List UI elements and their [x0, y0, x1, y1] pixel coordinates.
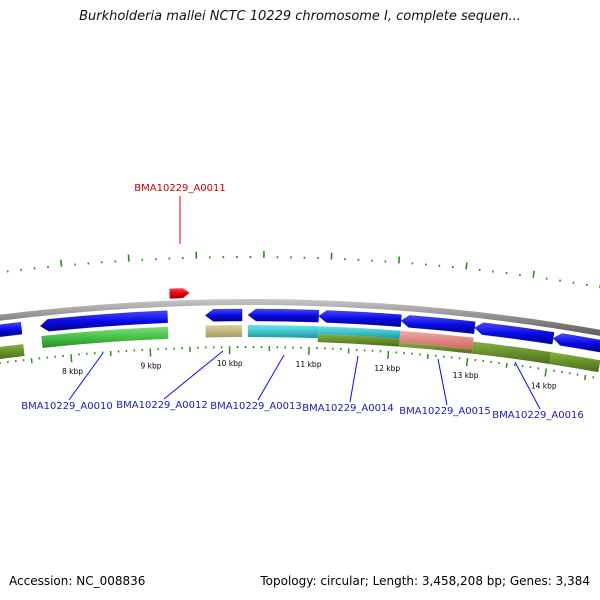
scale-label: 8 kbp	[62, 367, 83, 376]
reverse-gene-arrow[interactable]	[205, 308, 243, 322]
inner-major-tick	[465, 358, 469, 367]
gene-label-BMA10229_A0014[interactable]: BMA10229_A0014	[302, 403, 393, 414]
inner-minor-tick	[505, 362, 508, 369]
cds-block[interactable]	[248, 325, 319, 339]
gene-labels: BMA10229_A0010 BMA10229_A0012 BMA10229_A00…	[21, 183, 583, 421]
gene-label-BMA10229_A0016[interactable]: BMA10229_A0016	[492, 410, 583, 421]
scale-label: 11 kbp	[296, 360, 322, 369]
cds-block[interactable]	[205, 325, 243, 338]
inner-tick-ring: 8 kbp 9 kbp 10 kbp 11 kbp 12 kbp 13 kbp 14 kbp	[0, 346, 595, 390]
cds-block[interactable]	[549, 352, 600, 373]
map-title: Burkholderia mallei NCTC 10229 chromosom…	[79, 9, 521, 24]
cds-block[interactable]	[317, 326, 401, 339]
cds-block[interactable]	[41, 326, 169, 348]
accession-text: Accession: NC_008836	[9, 574, 146, 588]
gene-leader-line	[514, 361, 541, 410]
outer-major-tick	[465, 262, 468, 270]
reverse-gene-arrow[interactable]	[40, 310, 168, 332]
outer-major-tick	[60, 259, 63, 267]
reverse-gene-arrow[interactable]	[318, 310, 402, 327]
gene-label-BMA10229_A0015[interactable]: BMA10229_A0015	[399, 406, 490, 417]
gene-leader-line	[163, 350, 224, 400]
cds-block[interactable]	[317, 334, 400, 347]
inner-minor-tick	[30, 358, 33, 364]
scale-label: 9 kbp	[141, 362, 162, 371]
gene-leader-line	[257, 354, 285, 401]
genome-stats-text: Topology: circular; Length: 3,458,208 bp…	[260, 574, 590, 588]
outer-major-tick	[532, 270, 535, 278]
cds-block[interactable]	[0, 344, 25, 360]
gene-leader-line	[349, 355, 359, 403]
reverse-gene-arrow[interactable]	[0, 322, 23, 337]
reverse-gene-arrow[interactable]	[247, 308, 319, 323]
scale-label: 12 kbp	[374, 364, 400, 373]
gene-leader-line	[437, 358, 448, 406]
inner-major-tick	[387, 350, 390, 359]
gene-label-BMA10229_A0010[interactable]: BMA10229_A0010	[21, 401, 112, 412]
gene-arrow-BMA10229_A0011[interactable]	[169, 288, 190, 299]
gene-leader-line	[68, 352, 104, 401]
inner-major-tick	[544, 368, 548, 377]
gene-label-BMA10229_A0011[interactable]: BMA10229_A0011	[134, 183, 225, 194]
cds-block[interactable]	[471, 341, 552, 364]
reverse-gene-arrow[interactable]	[552, 333, 600, 353]
backbone-ring	[0, 299, 600, 336]
inner-minor-tick	[583, 374, 587, 381]
reverse-gene-arrow[interactable]	[400, 315, 476, 334]
scale-label: 13 kbp	[453, 371, 479, 380]
cds-block[interactable]	[399, 330, 474, 350]
scale-label: 10 kbp	[217, 359, 243, 368]
inner-major-tick	[70, 354, 73, 363]
genome-backbone	[0, 299, 600, 336]
gene-label-BMA10229_A0013[interactable]: BMA10229_A0013	[210, 401, 301, 412]
gene-label-BMA10229_A0012[interactable]: BMA10229_A0012	[116, 400, 207, 411]
scale-label: 14 kbp	[531, 381, 557, 390]
feature-track	[0, 288, 600, 373]
outer-major-tick	[398, 256, 401, 264]
cds-block[interactable]	[399, 342, 473, 354]
outer-tick-ring	[6, 251, 600, 289]
